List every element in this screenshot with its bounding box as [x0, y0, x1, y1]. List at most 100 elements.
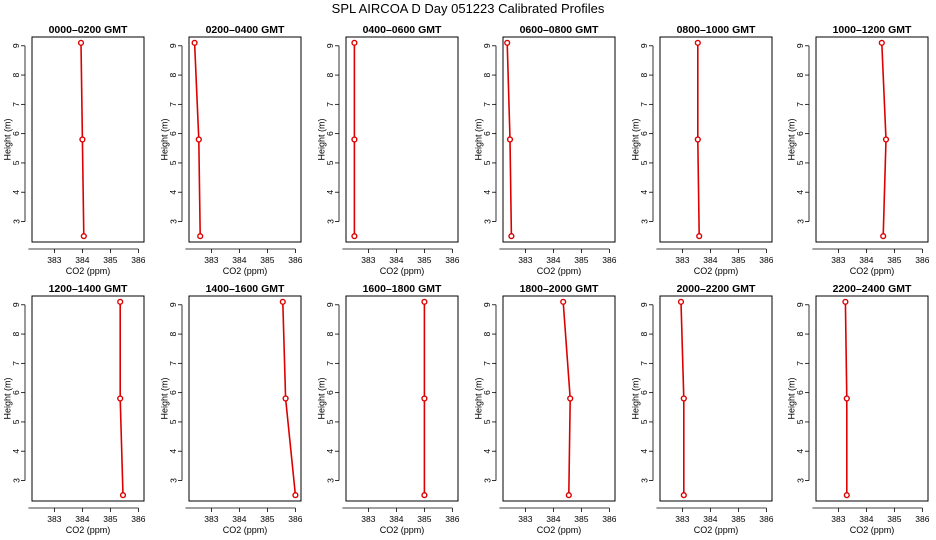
y-tick-label: 3	[11, 219, 21, 224]
x-tick-label: 386	[131, 255, 145, 265]
panel: 0400–0600 GMT 383 384 385 386 CO2 (ppm) 3 4 5 6 7 8…	[316, 24, 459, 276]
profile-point	[421, 492, 428, 499]
panel-title: 1000–1200 GMT	[833, 24, 912, 36]
profile-point	[842, 298, 849, 305]
y-tick-label: 5	[11, 160, 21, 165]
x-axis-label: CO2 (ppm)	[380, 266, 425, 276]
plot-frame	[659, 36, 773, 243]
panel-title: 2000–2200 GMT	[677, 283, 756, 295]
x-tick-label: 384	[232, 514, 246, 524]
y-tick-label: 7	[795, 102, 805, 107]
x-tick-label: 386	[445, 255, 459, 265]
y-axis-label: Height (m)	[786, 118, 796, 160]
profile-point	[843, 492, 850, 499]
y-tick-label: 5	[168, 419, 178, 424]
y-axis-label: Height (m)	[316, 118, 326, 160]
profile-point	[79, 136, 86, 143]
x-axis-label: CO2 (ppm)	[380, 525, 425, 535]
y-tick-label: 5	[168, 160, 178, 165]
plot-frame	[31, 295, 145, 502]
y-tick-label: 6	[11, 131, 21, 136]
y-tick-label: 8	[325, 72, 335, 77]
y-tick-label: 6	[639, 131, 649, 136]
x-axis-label: CO2 (ppm)	[223, 525, 268, 535]
y-axis-label: Height (m)	[159, 377, 169, 419]
y-tick-label: 3	[795, 478, 805, 483]
x-tick-label: 384	[546, 255, 560, 265]
profile-point	[77, 39, 85, 46]
panel-title: 0200–0400 GMT	[206, 24, 285, 36]
profile-point	[696, 233, 703, 240]
x-tick-label: 386	[288, 514, 302, 524]
panel-title: 1600–1800 GMT	[363, 283, 442, 295]
x-tick-label: 385	[574, 514, 588, 524]
y-tick-label: 7	[325, 102, 335, 107]
panel: 0200–0400 GMT 383 384 385 386 CO2 (ppm) 3 4 5 6 7 8…	[159, 24, 302, 276]
x-axis-label: CO2 (ppm)	[850, 266, 895, 276]
x-tick-label: 384	[703, 255, 717, 265]
y-tick-label: 5	[639, 160, 649, 165]
panel: 1200–1400 GMT 383 384 385 386 CO2 (ppm) 3 4 5 6 7 8…	[2, 283, 145, 535]
y-tick-label: 4	[482, 449, 492, 454]
profile-point	[880, 233, 887, 240]
x-tick-label: 384	[546, 514, 560, 524]
x-tick-label: 384	[703, 514, 717, 524]
x-tick-label: 386	[602, 255, 616, 265]
y-tick-label: 7	[795, 361, 805, 366]
y-tick-label: 3	[795, 219, 805, 224]
x-axis-label: CO2 (ppm)	[537, 266, 582, 276]
y-axis-label: Height (m)	[2, 118, 12, 160]
y-axis-label: Height (m)	[473, 377, 483, 419]
x-tick-label: 384	[859, 514, 873, 524]
x-tick-label: 383	[204, 514, 218, 524]
x-tick-label: 385	[417, 255, 431, 265]
y-tick-label: 7	[639, 361, 649, 366]
y-tick-label: 4	[639, 449, 649, 454]
profile-point	[421, 298, 428, 305]
profile-point	[421, 395, 428, 402]
y-tick-label: 9	[795, 302, 805, 307]
y-tick-label: 9	[11, 43, 21, 48]
panel: 0600–0800 GMT 383 384 385 386 CO2 (ppm) 3 4 5 6 7 8…	[473, 24, 616, 276]
panel-title: 1400–1600 GMT	[206, 283, 285, 295]
y-tick-label: 5	[482, 160, 492, 165]
x-tick-label: 384	[389, 514, 403, 524]
profile-point	[878, 39, 885, 46]
plot-frame	[815, 295, 929, 502]
x-tick-label: 386	[288, 255, 302, 265]
y-tick-label: 3	[168, 478, 178, 483]
y-tick-label: 3	[482, 219, 492, 224]
y-tick-label: 8	[482, 72, 492, 77]
y-tick-label: 5	[325, 160, 335, 165]
y-tick-label: 7	[325, 361, 335, 366]
y-tick-label: 3	[639, 219, 649, 224]
y-tick-label: 3	[168, 219, 178, 224]
x-axis-label: CO2 (ppm)	[66, 525, 111, 535]
profile-point	[560, 298, 567, 305]
y-tick-label: 4	[168, 190, 178, 195]
y-tick-label: 8	[795, 72, 805, 77]
panel: 1000–1200 GMT 383 384 385 386 CO2 (ppm) 3 4 5 6 7 8…	[786, 24, 929, 276]
plot-frame	[502, 295, 616, 502]
y-axis-label: Height (m)	[786, 377, 796, 419]
x-tick-label: 386	[915, 514, 929, 524]
x-tick-label: 386	[759, 514, 773, 524]
y-tick-label: 3	[482, 478, 492, 483]
profile-point	[197, 233, 204, 240]
x-tick-label: 386	[915, 255, 929, 265]
x-axis-label: CO2 (ppm)	[694, 266, 739, 276]
x-tick-label: 383	[675, 255, 689, 265]
x-tick-label: 384	[75, 255, 89, 265]
y-tick-label: 6	[482, 390, 492, 395]
y-tick-label: 4	[11, 190, 21, 195]
panel: 1400–1600 GMT 383 384 385 386 CO2 (ppm) 3 4 5 6 7 8…	[159, 283, 302, 535]
x-tick-label: 383	[361, 514, 375, 524]
profile-point	[680, 395, 687, 402]
y-tick-label: 4	[795, 449, 805, 454]
x-tick-label: 383	[47, 255, 61, 265]
y-axis-label: Height (m)	[630, 377, 640, 419]
y-tick-label: 9	[482, 43, 492, 48]
y-axis-label: Height (m)	[2, 377, 12, 419]
plot-frame	[345, 36, 459, 243]
x-tick-label: 383	[831, 255, 845, 265]
